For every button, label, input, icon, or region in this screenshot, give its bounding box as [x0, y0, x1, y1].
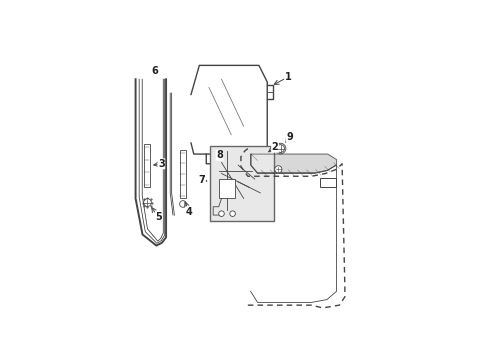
Bar — [242, 170, 248, 177]
Text: 7: 7 — [198, 175, 205, 185]
Text: 4: 4 — [185, 207, 192, 217]
Text: 2: 2 — [271, 142, 278, 152]
Text: 3: 3 — [158, 159, 164, 169]
Bar — [242, 163, 248, 170]
Circle shape — [143, 199, 151, 207]
Text: 8: 8 — [216, 150, 223, 161]
Text: 5: 5 — [155, 212, 162, 222]
Circle shape — [179, 201, 186, 207]
Bar — [218, 179, 235, 198]
Circle shape — [274, 166, 282, 173]
Circle shape — [276, 145, 284, 152]
Bar — [210, 146, 274, 221]
Circle shape — [229, 211, 235, 216]
Text: 6: 6 — [151, 66, 158, 76]
Text: 9: 9 — [285, 132, 292, 142]
Circle shape — [256, 151, 264, 159]
Polygon shape — [251, 154, 336, 173]
Bar — [320, 177, 335, 187]
Bar — [143, 144, 150, 187]
Bar — [242, 156, 248, 163]
Bar — [180, 150, 185, 198]
Circle shape — [218, 211, 224, 216]
Text: 1: 1 — [284, 72, 291, 82]
